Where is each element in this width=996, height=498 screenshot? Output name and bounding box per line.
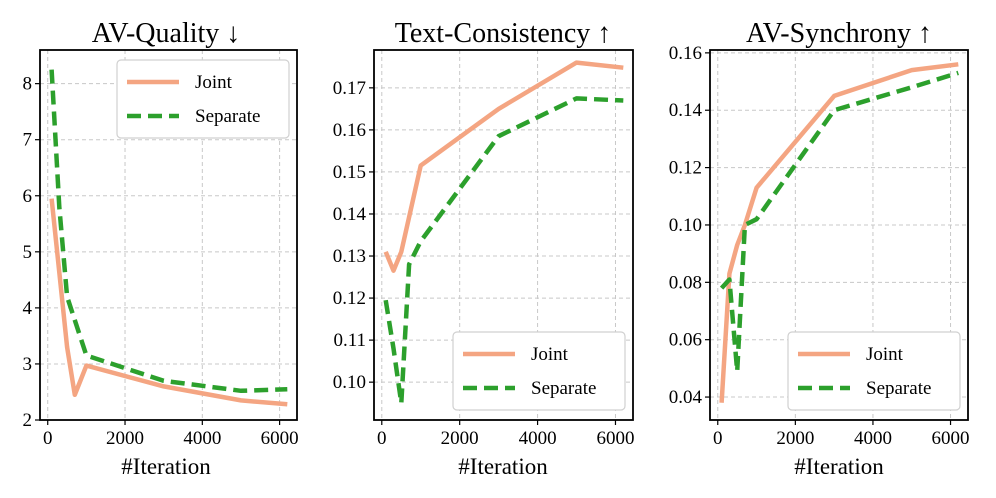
x-tick-label: 2000 xyxy=(441,428,479,449)
x-tick-label: 6000 xyxy=(261,428,299,449)
x-tick-label: 2000 xyxy=(776,428,814,449)
y-tick-label: 0.06 xyxy=(669,330,702,351)
y-tick-label: 0.12 xyxy=(669,158,702,179)
legend-av-synchrony: Joint Separate xyxy=(787,331,961,411)
axes-frame xyxy=(373,49,634,421)
legend-label-separate: Separate xyxy=(531,378,596,399)
series-line-separate xyxy=(383,96,624,406)
legend-box xyxy=(452,331,626,411)
x-tick-label: 0 xyxy=(713,428,723,449)
legend-label-joint: Joint xyxy=(866,344,904,365)
axes-frame xyxy=(709,49,969,421)
x-tick-label: 2000 xyxy=(106,428,144,449)
legend-text-consistency: Joint Separate xyxy=(452,331,626,411)
series-line-joint xyxy=(719,62,959,403)
y-tick-label: 0.14 xyxy=(333,204,367,225)
x-tick-label: 0 xyxy=(43,428,53,449)
xlabel-text-consistency: #Iteration xyxy=(458,454,548,479)
series-av-synchrony xyxy=(719,62,959,403)
title-av-quality: AV-Quality ↓ xyxy=(92,18,241,49)
series-line-joint xyxy=(383,60,624,273)
x-tick-label: 4000 xyxy=(519,428,557,449)
legend-label-separate: Separate xyxy=(866,378,931,399)
y-tick-label: 0.04 xyxy=(669,387,703,408)
y-tick-label: 0.16 xyxy=(669,43,702,64)
series-av-quality xyxy=(49,69,288,407)
subplot-av-quality: AV-Quality ↓ #Iteration 0 2000 4000 6000 2 3 4… xyxy=(23,18,299,479)
title-av-synchrony: AV-Synchrony ↑ xyxy=(746,18,932,49)
subplot-text-consistency: Text-Consistency ↑ #Iteration 0 2000 4000 6… xyxy=(333,18,635,479)
legend-av-quality: Joint Separate xyxy=(116,59,290,139)
ticks-text-consistency: 0 2000 4000 6000 0.10 0.11 0.12 0.13 0.14 0.15 0.1… xyxy=(333,78,635,449)
y-tick-label: 3 xyxy=(23,354,33,375)
x-tick-label: 6000 xyxy=(596,428,634,449)
legend-label-joint: Joint xyxy=(531,344,569,365)
x-tick-label: 0 xyxy=(377,428,387,449)
y-tick-label: 0.16 xyxy=(333,120,366,141)
legend-box xyxy=(116,59,290,139)
y-tick-label: 7 xyxy=(23,130,33,151)
series-line-separate xyxy=(49,69,288,394)
xlabel-av-synchrony: #Iteration xyxy=(794,454,884,479)
y-tick-label: 0.08 xyxy=(669,272,702,293)
subplot-av-synchrony: AV-Synchrony ↑ #Iteration 0 2000 4000 60000… xyxy=(669,18,970,479)
series-text-consistency xyxy=(383,60,624,406)
y-tick-label: 6 xyxy=(23,186,33,207)
y-tick-label: 2 xyxy=(23,410,33,431)
y-tick-label: 4 xyxy=(23,298,33,319)
series-line-separate xyxy=(719,70,959,374)
y-tick-label: 0.17 xyxy=(333,78,366,99)
y-tick-label: 5 xyxy=(23,242,33,263)
y-tick-label: 0.10 xyxy=(333,372,366,393)
y-tick-label: 0.15 xyxy=(333,162,366,183)
x-tick-label: 4000 xyxy=(854,428,892,449)
title-text-consistency: Text-Consistency ↑ xyxy=(395,18,612,49)
x-tick-label: 6000 xyxy=(932,428,970,449)
xlabel-av-quality: #Iteration xyxy=(121,454,211,479)
series-line-joint xyxy=(49,198,288,407)
y-tick-label: 8 xyxy=(23,74,33,95)
y-tick-label: 0.12 xyxy=(333,288,366,309)
axes-frame xyxy=(39,49,298,421)
x-tick-label: 4000 xyxy=(183,428,221,449)
legend-box xyxy=(787,331,961,411)
legend-label-joint: Joint xyxy=(195,72,233,93)
y-tick-label: 0.14 xyxy=(669,100,703,121)
y-tick-label: 0.10 xyxy=(669,215,702,236)
ticks-av-quality: 0 2000 4000 6000 2 3 4 5 6 7 8 xyxy=(23,74,299,449)
legend-label-separate: Separate xyxy=(195,106,260,127)
y-tick-label: 0.13 xyxy=(333,246,366,267)
y-tick-label: 0.11 xyxy=(333,330,366,351)
ticks-av-synchrony: 0 2000 4000 6000 0.04 0.06 0.08 0.10 0.12 0.14 0.1… xyxy=(669,43,970,449)
